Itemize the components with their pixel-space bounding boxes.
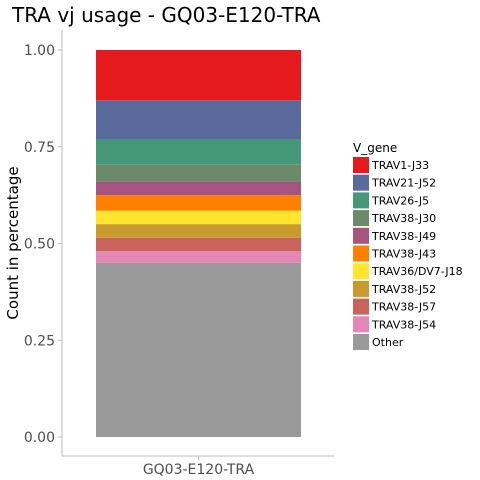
y-tick-label: 1.00 [24,43,55,59]
legend-swatch [353,334,369,350]
y-axis: 0.00 0.25 0.50 0.75 1.00 [24,30,63,456]
legend-swatch [353,316,369,333]
legend-swatch [353,298,369,315]
y-tick-label: 0.25 [24,333,55,349]
legend-entry: TRAV38-J57 [371,301,436,314]
plot-area [96,50,301,437]
legend-swatch [353,245,369,262]
legend-entry: TRAV38-J43 [371,248,436,261]
y-tick-label: 0.75 [24,140,55,156]
y-tick-label: 0.50 [24,237,55,253]
legend-swatch [353,263,369,280]
bar-segment-trav38-j43 [96,195,301,211]
legend-entry: TRAV38-J52 [371,283,436,296]
bar-segment-trav21-j52 [96,100,301,140]
legend-swatch [353,157,369,173]
legend-entry: Other [372,336,404,349]
bar-segment-trav38-j49 [96,181,301,196]
bar-segment-trav38-j54 [96,251,301,263]
legend-entry: TRAV36/DV7-J18 [371,265,463,278]
legend-swatch [353,174,369,191]
bar-segment-trav38-j57 [96,237,301,252]
bar-segment-trav36-dv7-j18 [96,210,301,225]
bar-segment-trav38-j30 [96,164,301,182]
bar-segment-trav38-j52 [96,224,301,238]
legend-swatch [353,210,369,227]
legend-entry: TRAV1-J33 [371,159,429,172]
legend-entry: TRAV26-J5 [371,194,429,207]
y-tick-label: 0.00 [24,430,55,446]
legend-swatch [353,192,369,209]
bar-segment-other [96,262,301,437]
legend: V_gene TRAV1-J33 TRAV21-J52 TRAV26-J5 TRAV3… [353,141,463,350]
x-tick-label: GQ03-E120-TRA [143,462,255,478]
bar-segment-trav26-j5 [96,139,301,165]
legend-entry: TRAV38-J30 [371,212,436,225]
legend-entry: TRAV38-J49 [371,230,436,243]
legend-swatch [353,280,369,297]
legend-title: V_gene [353,141,397,155]
x-axis: GQ03-E120-TRA [62,455,334,478]
y-axis-label: Count in percentage [4,166,22,319]
bar-segment-trav1-j33 [96,50,301,101]
legend-swatch [353,227,369,244]
legend-entry: TRAV38-J54 [371,318,436,331]
chart-title: TRA vj usage - GQ03-E120-TRA [11,3,321,27]
legend-entry: TRAV21-J52 [371,177,436,190]
